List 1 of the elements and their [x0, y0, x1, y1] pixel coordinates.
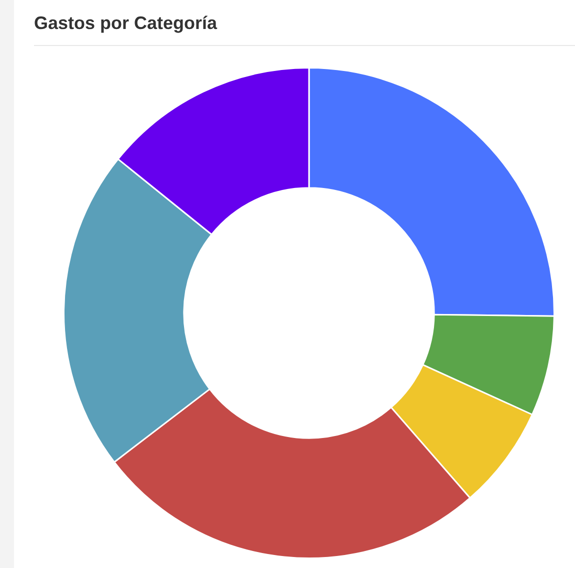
chart-title: Gastos por Categoría — [34, 13, 218, 34]
